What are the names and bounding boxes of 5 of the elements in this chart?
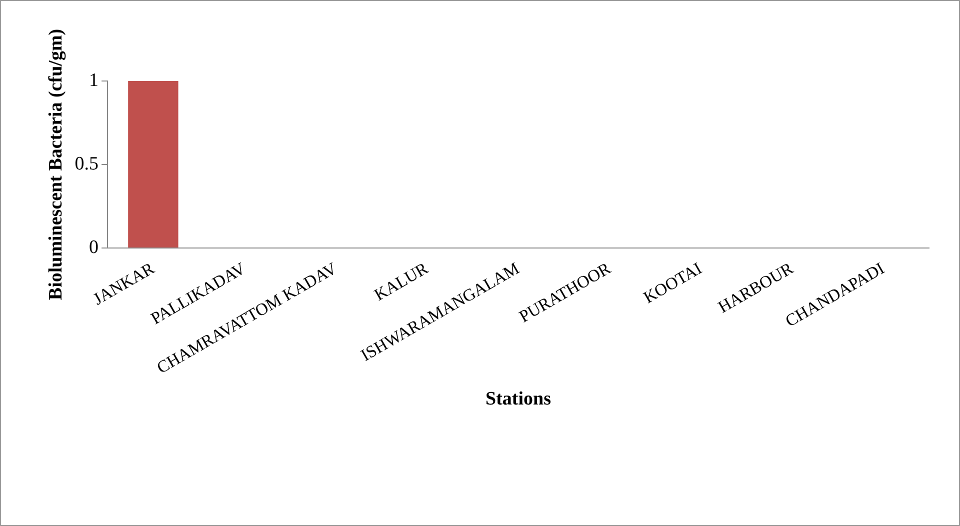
y-axis-title: Bioluminescent Bacteria (cfu/gm) — [45, 28, 66, 300]
y-tick-label: 0.5 — [74, 153, 99, 174]
y-tick-label: 0 — [89, 236, 99, 258]
x-axis-title: Stations — [486, 388, 552, 410]
y-tick-label: 1 — [89, 70, 99, 91]
